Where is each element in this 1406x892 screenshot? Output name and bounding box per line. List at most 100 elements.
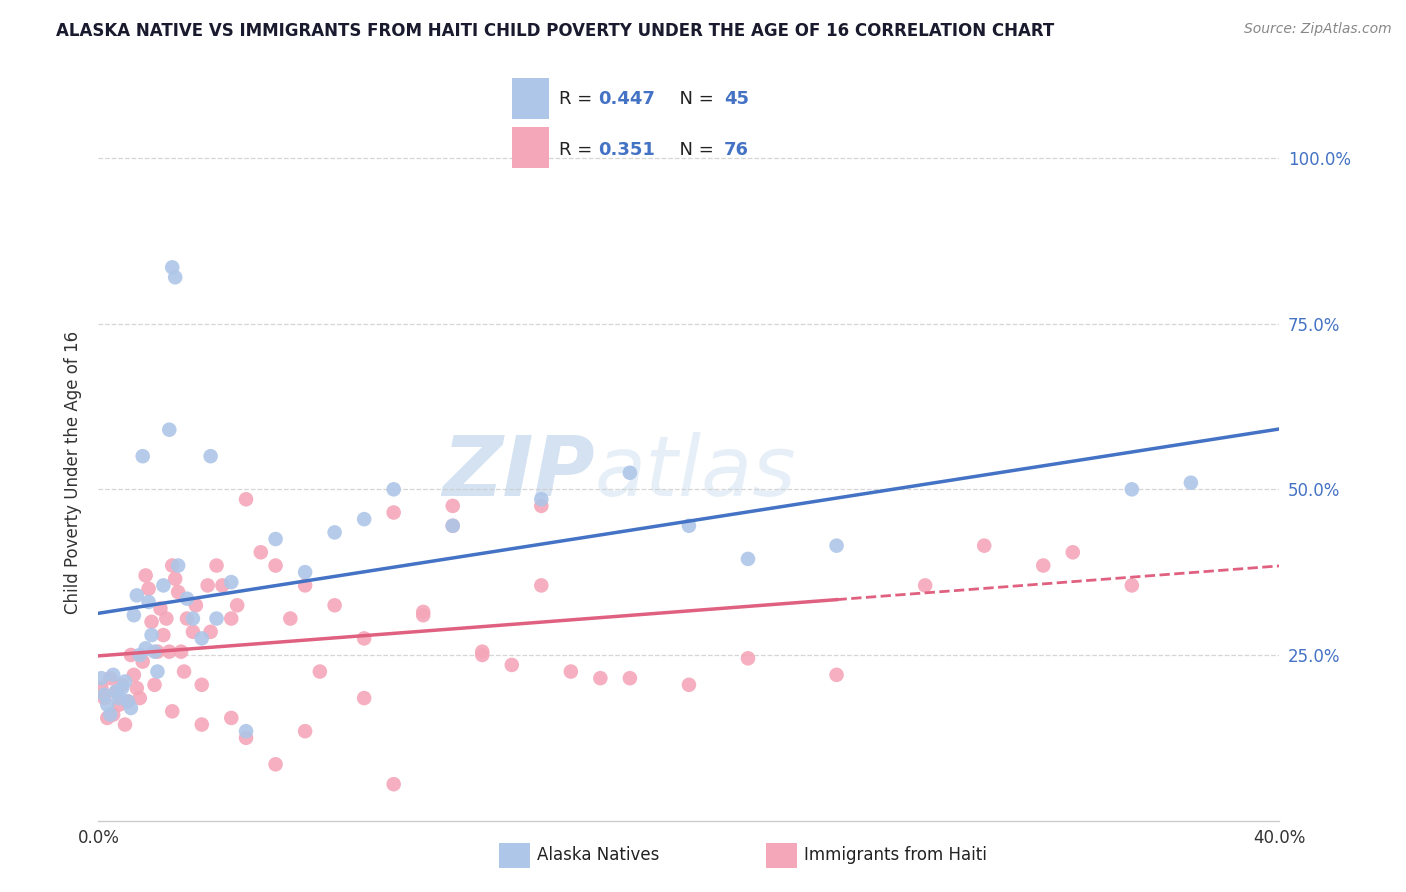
Point xyxy=(825,539,848,553)
Point xyxy=(141,615,163,629)
Point xyxy=(1062,545,1084,559)
Point xyxy=(143,645,166,659)
Point xyxy=(96,711,118,725)
Point xyxy=(157,645,180,659)
Text: R =: R = xyxy=(558,90,598,109)
Point xyxy=(294,565,316,579)
Point xyxy=(184,599,207,613)
Point xyxy=(737,552,759,566)
Point xyxy=(1121,578,1143,592)
Point xyxy=(181,624,204,639)
Text: N =: N = xyxy=(668,141,718,159)
Point xyxy=(167,558,190,573)
Point xyxy=(162,558,183,573)
Text: R =: R = xyxy=(558,141,603,159)
Point xyxy=(176,591,198,606)
Point xyxy=(173,665,195,679)
Text: 45: 45 xyxy=(724,90,749,109)
Point xyxy=(105,684,128,698)
Point xyxy=(211,578,233,592)
Point xyxy=(105,684,128,698)
Point xyxy=(264,757,287,772)
Point xyxy=(165,270,187,285)
Point xyxy=(235,492,257,507)
Point xyxy=(264,532,287,546)
Point xyxy=(135,641,157,656)
Point xyxy=(152,578,174,592)
Point xyxy=(181,611,204,625)
Point xyxy=(530,499,553,513)
Text: 0.351: 0.351 xyxy=(599,141,655,159)
Point xyxy=(103,668,125,682)
Point xyxy=(264,558,287,573)
Point xyxy=(117,694,139,708)
Text: Alaska Natives: Alaska Natives xyxy=(537,847,659,864)
Point xyxy=(98,707,121,722)
Point xyxy=(98,671,121,685)
Point xyxy=(501,657,523,672)
Point xyxy=(111,681,134,695)
Point xyxy=(1032,558,1054,573)
Point xyxy=(619,671,641,685)
Point xyxy=(441,518,464,533)
Point xyxy=(412,608,434,623)
Point xyxy=(114,674,136,689)
Point xyxy=(309,665,332,679)
Point xyxy=(146,645,169,659)
Point xyxy=(353,632,375,646)
Text: ALASKA NATIVE VS IMMIGRANTS FROM HAITI CHILD POVERTY UNDER THE AGE OF 16 CORRELA: ALASKA NATIVE VS IMMIGRANTS FROM HAITI C… xyxy=(56,22,1054,40)
Point xyxy=(122,608,145,623)
Point xyxy=(278,611,302,625)
Point xyxy=(90,671,112,685)
Point xyxy=(294,724,316,739)
Point xyxy=(382,777,405,791)
Point xyxy=(914,578,936,592)
Point xyxy=(382,506,405,520)
Point xyxy=(120,648,142,662)
Point xyxy=(441,499,464,513)
Point xyxy=(132,449,155,463)
Point xyxy=(141,628,163,642)
Point xyxy=(93,691,115,706)
Point xyxy=(108,698,131,712)
Point xyxy=(138,595,160,609)
Point xyxy=(678,518,700,533)
Point xyxy=(93,688,115,702)
Text: Immigrants from Haiti: Immigrants from Haiti xyxy=(804,847,987,864)
Point xyxy=(103,707,125,722)
Point xyxy=(167,585,190,599)
Point xyxy=(323,599,346,613)
Point xyxy=(152,628,174,642)
Text: N =: N = xyxy=(668,90,718,109)
Point xyxy=(108,691,131,706)
Point xyxy=(132,655,155,669)
Point xyxy=(219,575,242,590)
Point xyxy=(143,678,166,692)
Text: 76: 76 xyxy=(724,141,749,159)
Point xyxy=(441,518,464,533)
Point xyxy=(200,624,222,639)
Point xyxy=(235,724,257,739)
Point xyxy=(191,717,214,731)
Point xyxy=(157,423,180,437)
Point xyxy=(678,678,700,692)
Point xyxy=(471,645,494,659)
Point xyxy=(737,651,759,665)
Point xyxy=(125,588,148,602)
Point xyxy=(1121,483,1143,497)
Point xyxy=(200,449,222,463)
Bar xyxy=(512,78,548,119)
Point xyxy=(219,711,242,725)
Bar xyxy=(512,127,548,168)
Point xyxy=(471,648,494,662)
Point xyxy=(412,605,434,619)
Point xyxy=(122,668,145,682)
Point xyxy=(176,611,198,625)
Point xyxy=(250,545,273,559)
Point xyxy=(149,601,172,615)
Point xyxy=(162,704,183,718)
Point xyxy=(191,632,214,646)
Point xyxy=(205,611,228,625)
Point xyxy=(589,671,612,685)
Point xyxy=(155,611,177,625)
